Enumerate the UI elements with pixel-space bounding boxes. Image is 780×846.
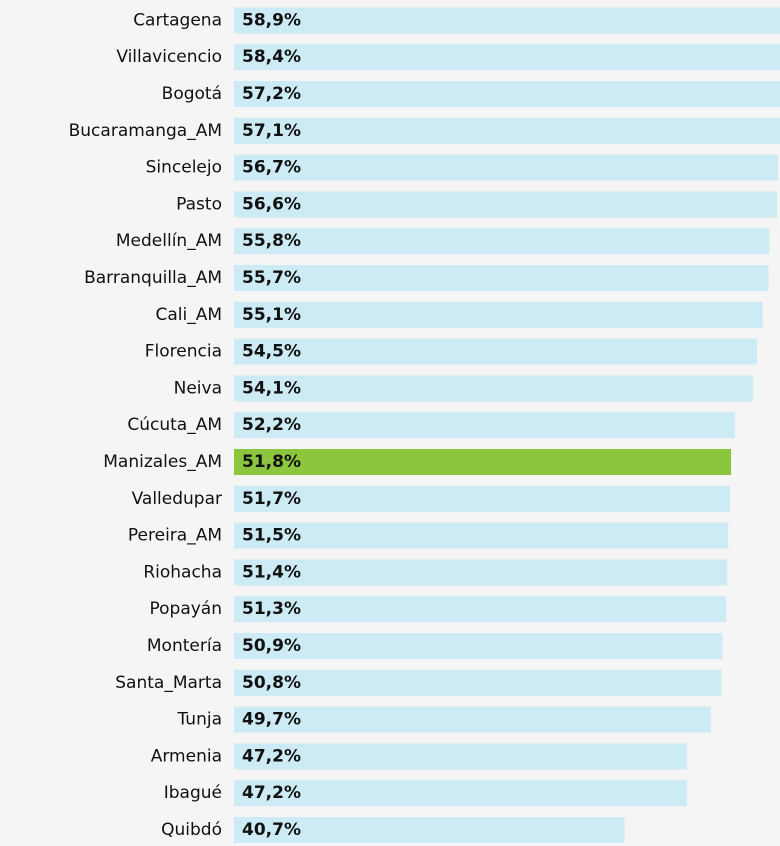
value-label: 54,1%: [242, 378, 301, 398]
category-label: Neiva: [174, 378, 222, 398]
category-label: Pasto: [176, 194, 222, 214]
bar: [234, 780, 687, 807]
bar: [234, 44, 780, 71]
value-label: 47,2%: [242, 783, 301, 803]
category-label: Cúcuta_AM: [127, 415, 222, 435]
value-label: 51,3%: [242, 599, 301, 619]
bar: [234, 81, 780, 107]
value-label: 56,6%: [242, 194, 301, 214]
category-label: Armenia: [151, 746, 222, 766]
category-label: Riohacha: [143, 562, 222, 582]
bar: [234, 449, 732, 475]
category-label: Cartagena: [133, 10, 222, 30]
category-label: Manizales_AM: [103, 452, 222, 472]
bar: [234, 338, 757, 365]
category-label: Villavicencio: [116, 47, 222, 67]
value-label: 54,5%: [242, 342, 301, 362]
bar: [234, 117, 780, 144]
bar: [234, 265, 769, 291]
bar: [234, 228, 770, 255]
category-label: Popayán: [149, 599, 222, 619]
value-label: 50,9%: [242, 636, 301, 656]
value-label: 57,1%: [242, 121, 301, 141]
category-label: Bogotá: [162, 84, 222, 104]
category-label: Valledupar: [132, 489, 222, 509]
bar: [234, 154, 779, 181]
bar: [234, 596, 727, 623]
value-label: 57,2%: [242, 84, 301, 104]
value-label: 51,8%: [242, 452, 301, 472]
bar: [234, 669, 722, 696]
category-label: Sincelejo: [146, 158, 222, 178]
category-label: Medellín_AM: [116, 231, 222, 251]
value-label: 58,9%: [242, 10, 301, 30]
category-label: Pereira_AM: [128, 526, 222, 546]
value-label: 47,2%: [242, 746, 301, 766]
bar: [234, 412, 735, 439]
value-label: 56,7%: [242, 158, 301, 178]
bar: [234, 7, 780, 34]
value-label: 50,8%: [242, 673, 301, 693]
value-label: 55,8%: [242, 231, 301, 251]
category-label: Montería: [147, 636, 222, 656]
bar: [234, 706, 711, 733]
bar: [234, 485, 731, 512]
category-label: Florencia: [145, 342, 222, 362]
value-label: 49,7%: [242, 710, 301, 730]
bar: [234, 817, 625, 843]
category-label: Bucaramanga_AM: [69, 121, 222, 141]
value-label: 55,1%: [242, 305, 301, 325]
bar: [234, 375, 754, 402]
category-label: Barranquilla_AM: [84, 268, 222, 288]
bar: [234, 559, 728, 586]
value-label: 51,4%: [242, 562, 301, 582]
category-label: Quibdó: [161, 820, 222, 840]
value-label: 58,4%: [242, 47, 301, 67]
plot-area: [234, 7, 780, 843]
bar: [234, 301, 763, 328]
value-label: 55,7%: [242, 268, 301, 288]
bar: [234, 633, 723, 659]
value-label: 51,5%: [242, 526, 301, 546]
value-label: 40,7%: [242, 820, 301, 840]
category-label: Santa_Marta: [115, 673, 222, 693]
bar: [234, 191, 778, 218]
category-label: Tunja: [177, 710, 223, 730]
category-label: Ibagué: [164, 783, 222, 803]
bar: [234, 522, 729, 549]
value-label: 51,7%: [242, 489, 301, 509]
bar: [234, 743, 687, 770]
category-label: Cali_AM: [155, 305, 222, 325]
value-label: 52,2%: [242, 415, 301, 435]
